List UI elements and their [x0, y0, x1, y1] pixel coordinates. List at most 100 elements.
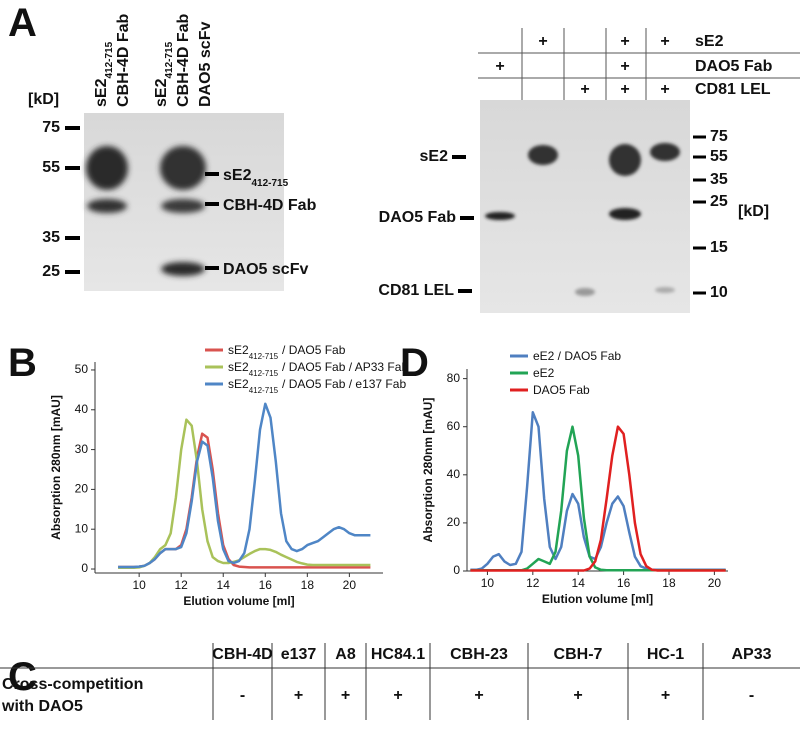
x-tick-label: 16 [259, 578, 273, 592]
legend-rest: / DAO5 Fab / e137 Fab [282, 377, 406, 391]
y-tick-label: 60 [447, 419, 461, 433]
line-series [118, 418, 371, 570]
cell-symbol: + [660, 33, 669, 50]
lane-label: CBH-4D Fab [115, 13, 132, 107]
band-label: sE2 [420, 148, 449, 165]
unit-label: [kD] [738, 203, 769, 220]
label-subscript: 412-715 [104, 41, 115, 78]
band-label: DAO5 Fab [379, 209, 457, 226]
x-tick-label: 18 [301, 578, 315, 592]
x-axis-title: Elution volume [ml] [542, 592, 653, 606]
marker-label: 75 [710, 128, 728, 145]
cell-symbol: + [620, 33, 629, 50]
x-tick-label: 14 [217, 578, 231, 592]
y-tick-label: 0 [81, 561, 88, 575]
x-tick-label: 12 [175, 578, 189, 592]
legend-label: sE2412-715/ DAO5 Fab / AP33 Fab [228, 360, 408, 378]
panel-label: A [8, 1, 37, 45]
legend-main: sE2 [228, 377, 249, 391]
y-tick-label: 20 [75, 482, 89, 496]
table-cell: - [749, 687, 754, 704]
y-tick-label: 80 [447, 371, 461, 385]
table-header: CBH-7 [554, 646, 603, 663]
row-label: DAO5 Fab [695, 58, 773, 75]
label-main: sE2 [153, 78, 170, 107]
row-label: CD81 LEL [695, 81, 771, 98]
legend-label: sE2412-715/ DAO5 Fab [228, 343, 346, 361]
legend-label: sE2412-715/ DAO5 Fab / e137 Fab [228, 377, 406, 395]
label-subscript: 412-715 [164, 41, 175, 78]
table-cell: + [661, 687, 670, 704]
lane-label: DAO5 scFv [197, 22, 214, 107]
legend-rest: / DAO5 Fab / AP33 Fab [282, 360, 408, 374]
legend-label: DAO5 Fab [533, 383, 590, 397]
table-cell: + [341, 687, 350, 704]
panel-label: B [8, 341, 37, 385]
x-tick-label: 16 [617, 576, 631, 590]
row-label: with DAO5 [1, 698, 83, 715]
table-cell: + [393, 687, 402, 704]
x-tick-label: 14 [572, 576, 586, 590]
x-tick-label: 20 [708, 576, 722, 590]
panel-label: C [8, 655, 37, 699]
line-series [118, 432, 371, 569]
table-cell: - [240, 687, 245, 704]
band-label: CD81 LEL [378, 282, 454, 299]
x-tick-label: 12 [526, 576, 540, 590]
cell-symbol: + [620, 58, 629, 75]
y-tick-label: 0 [453, 563, 460, 577]
table-header: AP33 [731, 646, 771, 663]
table-header: A8 [335, 646, 356, 663]
table-cell: + [573, 687, 582, 704]
legend-main: sE2 [228, 343, 249, 357]
table-header: HC84.1 [371, 646, 425, 663]
marker-label: 75 [42, 119, 60, 136]
lane-label: sE2412-715 [93, 41, 115, 107]
marker-label: 35 [710, 171, 728, 188]
marker-label: 55 [710, 148, 728, 165]
label-main: CBH-4D Fab [223, 197, 317, 214]
lane-label: CBH-4D Fab [175, 13, 192, 107]
cell-symbol: + [620, 81, 629, 98]
label-main: sE2 [223, 167, 252, 184]
marker-label: 25 [42, 263, 60, 280]
table-cell: + [294, 687, 303, 704]
legend-subscript: 412-715 [249, 352, 279, 361]
y-tick-label: 20 [447, 515, 461, 529]
marker-label: 55 [42, 159, 60, 176]
x-tick-label: 10 [132, 578, 146, 592]
marker-label: 15 [710, 239, 728, 256]
legend-subscript: 412-715 [249, 369, 279, 378]
table-cell: + [474, 687, 483, 704]
y-tick-label: 40 [75, 402, 89, 416]
y-tick-label: 40 [447, 467, 461, 481]
cell-symbol: + [580, 81, 589, 98]
label-main: sE2 [93, 78, 110, 107]
band-label: sE2412-715 [223, 167, 289, 189]
legend-label: eE2 [533, 366, 555, 380]
label-subscript: 412-715 [251, 178, 288, 189]
y-axis-title: Absorption 280nm [mAU] [49, 395, 63, 540]
table-header: HC-1 [647, 646, 684, 663]
legend-main: sE2 [228, 360, 249, 374]
unit-label: [kD] [28, 91, 59, 108]
cell-symbol: + [495, 58, 504, 75]
gel-2-bands [485, 143, 680, 296]
cell-symbol: + [660, 81, 669, 98]
row-label: sE2 [695, 33, 724, 50]
legend-rest: / DAO5 Fab [282, 343, 346, 357]
y-tick-label: 50 [75, 362, 89, 376]
y-tick-label: 10 [75, 521, 89, 535]
cell-symbol: + [538, 33, 547, 50]
x-tick-label: 10 [481, 576, 495, 590]
table-header: e137 [281, 646, 317, 663]
table-header: CBH-4D [212, 646, 272, 663]
panel-label: D [400, 341, 429, 385]
lane-label: sE2412-715 [153, 41, 175, 107]
marker-label: 10 [710, 284, 728, 301]
band-label: CBH-4D Fab [223, 197, 317, 214]
y-tick-label: 30 [75, 442, 89, 456]
gel-2 [480, 100, 690, 313]
x-tick-label: 20 [343, 578, 357, 592]
